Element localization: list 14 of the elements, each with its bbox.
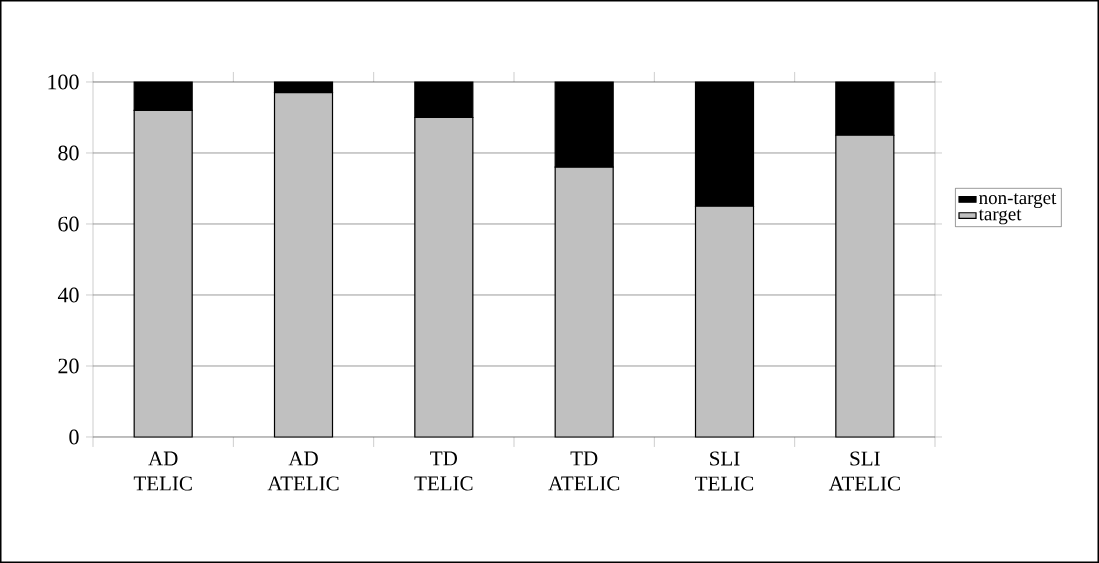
y-tick-label: 60 [58, 216, 79, 232]
x-tick-label: SLI TELIC [695, 451, 754, 491]
legend-label: target [978, 209, 1022, 225]
y-tick-label: 0 [69, 429, 79, 445]
y-tick-label: 80 [58, 145, 79, 161]
x-tick-label: AD TELIC [133, 451, 192, 491]
x-tick-label: TD ATELIC [548, 451, 620, 491]
y-tick-label: 20 [58, 358, 79, 374]
x-tick-label: AD ATELIC [267, 451, 339, 491]
y-tick-label: 100 [48, 74, 79, 90]
legend-label: non-target [979, 193, 1057, 209]
x-tick-label: SLI ATELIC [828, 451, 900, 491]
x-tick-label: TD TELIC [414, 451, 473, 491]
y-tick-label: 40 [57, 287, 79, 303]
